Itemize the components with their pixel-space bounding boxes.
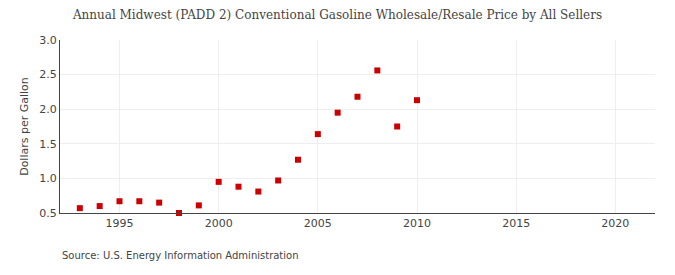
- svg-text:Annual Midwest (PADD 2) Conven: Annual Midwest (PADD 2) Conventional Gas…: [72, 8, 602, 22]
- svg-text:Source: U.S. Energy Informatio: Source: U.S. Energy Information Administ…: [62, 250, 299, 261]
- svg-text:0.5: 0.5: [39, 207, 57, 220]
- svg-text:Dollars per Gallon: Dollars per Gallon: [18, 77, 31, 176]
- svg-text:2020: 2020: [601, 217, 629, 230]
- svg-text:1.5: 1.5: [39, 138, 57, 151]
- svg-text:1995: 1995: [106, 217, 134, 230]
- svg-text:3.0: 3.0: [39, 34, 57, 47]
- svg-text:2000: 2000: [205, 217, 233, 230]
- svg-text:2005: 2005: [304, 217, 332, 230]
- svg-text:1.0: 1.0: [39, 172, 57, 185]
- svg-text:2.5: 2.5: [39, 68, 57, 81]
- svg-text:2015: 2015: [502, 217, 530, 230]
- svg-text:2010: 2010: [403, 217, 431, 230]
- svg-text:2.0: 2.0: [39, 103, 57, 116]
